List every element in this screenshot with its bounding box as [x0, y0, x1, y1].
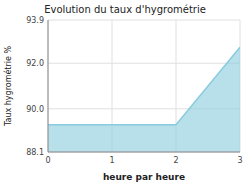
tick-label: 90.0: [26, 105, 44, 114]
x-axis-label: heure par heure: [103, 172, 185, 182]
chart: 88.1 90.0 92.0 93.9 0 1 2 3 Evolution du taux d'…: [0, 0, 250, 188]
tick-label: 93.9: [26, 16, 44, 25]
tick-label: 0: [45, 156, 50, 165]
plot-background: [48, 20, 240, 152]
grid-line: [48, 63, 240, 64]
title: Evolution du taux d'hygrométrie: [44, 4, 206, 15]
x-axis: [48, 152, 240, 153]
area: [48, 47, 240, 152]
grid-line: [48, 152, 240, 153]
tick-label: 3: [237, 156, 242, 165]
tick-label: 2: [173, 156, 178, 165]
grid-line: [48, 20, 49, 152]
line: [48, 47, 240, 124]
tick-label: 88.1: [26, 148, 44, 157]
y-axis-label: Taux hygrométrie %: [3, 46, 13, 128]
y-axis: [48, 20, 49, 152]
grid-line: [48, 20, 240, 21]
series: [48, 47, 240, 152]
tick-label: 1: [109, 156, 114, 165]
tick-label: 92.0: [26, 59, 44, 68]
